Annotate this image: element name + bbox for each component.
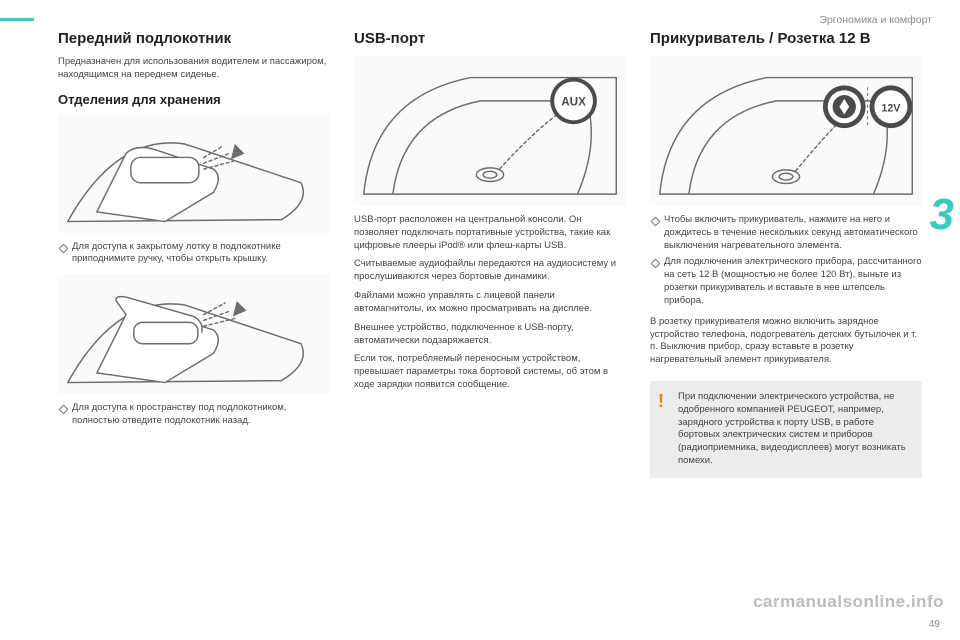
usb-para-4: Внешнее устройство, подключенное к USB-п… [354,322,626,348]
accent-bar [0,18,34,21]
warning-icon: ! [658,389,664,413]
aux-label: AUX [561,96,586,109]
usb-illustration: AUX [354,56,626,206]
page-number: 49 [929,619,940,630]
armrest-bullet-1: Для доступа к закрытому лотку в подлокот… [58,241,330,267]
column-armrest: Передний подлокотник Предназначен для ис… [58,30,330,478]
usb-para-5: Если ток, потребляемый переносным устрой… [354,353,626,391]
usb-para-2: Считываемые аудиофайлы передаются на ауд… [354,258,626,284]
lighter-bullet-1: Чтобы включить прикуриватель, нажмите на… [650,214,922,252]
usb-para-1: USB-порт расположен на центральной консо… [354,214,626,252]
armrest-illustration-1 [58,113,330,233]
warning-text: При подключении электрического устройств… [678,391,906,466]
lighter-bullet-2: Для подключения электрического прибора, … [650,256,922,307]
section-number: 3 [930,190,954,240]
watermark: carmanualsonline.info [753,592,944,612]
socket-12v-label: 12V [881,103,901,115]
lighter-para-1: В розетку прикуривателя можно включить з… [650,316,922,367]
armrest-bullet-2: Для доступа к пространству под подлокотн… [58,402,330,428]
usb-para-3: Файлами можно управлять с лицевой панели… [354,290,626,316]
column-usb: USB-порт AUX USB-порт расположен на цент… [354,30,626,478]
armrest-illustration-2 [58,274,330,394]
lighter-illustration: 12V [650,56,922,206]
page-content: Передний подлокотник Предназначен для ис… [58,30,922,478]
armrest-intro: Предназначен для использования водителем… [58,56,330,82]
lighter-title: Прикуриватель / Розетка 12 В [650,30,922,48]
warning-notice: ! При подключении электрического устройс… [650,381,922,478]
usb-title: USB-порт [354,30,626,48]
storage-subtitle: Отделения для хранения [58,92,330,107]
armrest-title: Передний подлокотник [58,30,330,48]
armrest-bullet-list-1: Для доступа к закрытому лотку в подлокот… [58,241,330,267]
column-lighter: Прикуриватель / Розетка 12 В [650,30,922,478]
armrest-bullet-list-2: Для доступа к пространству под подлокотн… [58,402,330,428]
breadcrumb: Эргономика и комфорт [819,14,932,26]
lighter-bullet-list: Чтобы включить прикуриватель, нажмите на… [650,214,922,308]
